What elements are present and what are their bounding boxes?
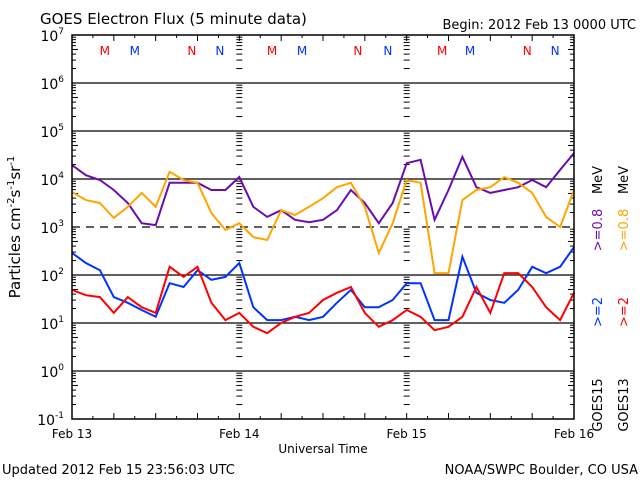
chart-title: GOES Electron Flux (5 minute data) <box>40 10 307 28</box>
y-label-exp2: -1 <box>6 180 17 190</box>
x-tick-label: Feb 14 <box>219 427 259 441</box>
y-label-exp3: -1 <box>6 156 17 166</box>
series-line <box>71 265 575 335</box>
plot-frame <box>71 34 575 420</box>
legend-label: >=0.8 <box>617 209 632 251</box>
series-line <box>71 170 575 275</box>
x-tick-label: Feb 15 <box>386 427 426 441</box>
x-tick-label: Feb 16 <box>554 427 594 441</box>
legend: GOES15 >=2 >=0.8 MeV GOES13 >=2 >=0.8 MeV <box>591 166 632 432</box>
gridlines <box>72 82 574 372</box>
y-label-sr: sr <box>6 165 24 180</box>
x-tick-labels: Feb 13 Feb 14 Feb 15 Feb 16 <box>52 427 594 441</box>
y-label-s: s <box>6 189 24 197</box>
local-time-marker: N <box>383 44 392 58</box>
y-tick-label: 105 <box>40 123 64 141</box>
series-lines <box>71 152 575 335</box>
legend-label: >=2 <box>617 297 632 327</box>
series-line <box>71 246 575 322</box>
legend-label: GOES15 <box>591 378 606 431</box>
y-tick-label: 104 <box>40 171 64 189</box>
y-axis-label: Particles cm-2s-1sr-1 <box>6 156 24 299</box>
begin-time: Begin: 2012 Feb 13 0000 UTC <box>442 18 636 33</box>
legend-label: MeV <box>617 166 632 194</box>
y-tick-label: 103 <box>40 219 64 237</box>
local-time-marker: M <box>130 44 140 58</box>
updated-timestamp: Updated 2012 Feb 15 23:56:03 UTC <box>2 463 235 478</box>
local-time-marker: N <box>523 44 532 58</box>
x-axis-label: Universal Time <box>278 442 367 456</box>
local-time-marker: M <box>100 44 110 58</box>
local-time-marker: N <box>187 44 196 58</box>
y-tick-label: 102 <box>40 267 64 285</box>
y-tick-label: 107 <box>40 27 64 45</box>
y-tick-label: 100 <box>40 363 64 381</box>
local-time-marker: M <box>437 44 447 58</box>
y-tick-label: 101 <box>40 315 64 333</box>
local-time-marker: N <box>353 44 362 58</box>
local-time-marker: M <box>297 44 307 58</box>
legend-label: MeV <box>591 166 606 194</box>
local-time-marker: N <box>215 44 224 58</box>
y-label-exp1: -2 <box>6 197 17 207</box>
y-tick-label: 106 <box>40 75 64 93</box>
legend-label: >=0.8 <box>591 209 606 251</box>
local-time-marker: N <box>551 44 560 58</box>
credit-text: NOAA/SWPC Boulder, CO USA <box>445 463 638 478</box>
local-time-marker: M <box>267 44 277 58</box>
legend-label: GOES13 <box>617 378 632 431</box>
y-label-main: Particles cm <box>6 207 24 298</box>
legend-label: >=2 <box>591 297 606 327</box>
y-tick-labels: 107 106 105 104 103 102 101 100 10-1 <box>37 27 64 429</box>
series-line <box>71 152 575 227</box>
y-tick-label: 10-1 <box>37 411 64 429</box>
x-tick-label: Feb 13 <box>52 427 92 441</box>
local-time-marker: M <box>465 44 475 58</box>
